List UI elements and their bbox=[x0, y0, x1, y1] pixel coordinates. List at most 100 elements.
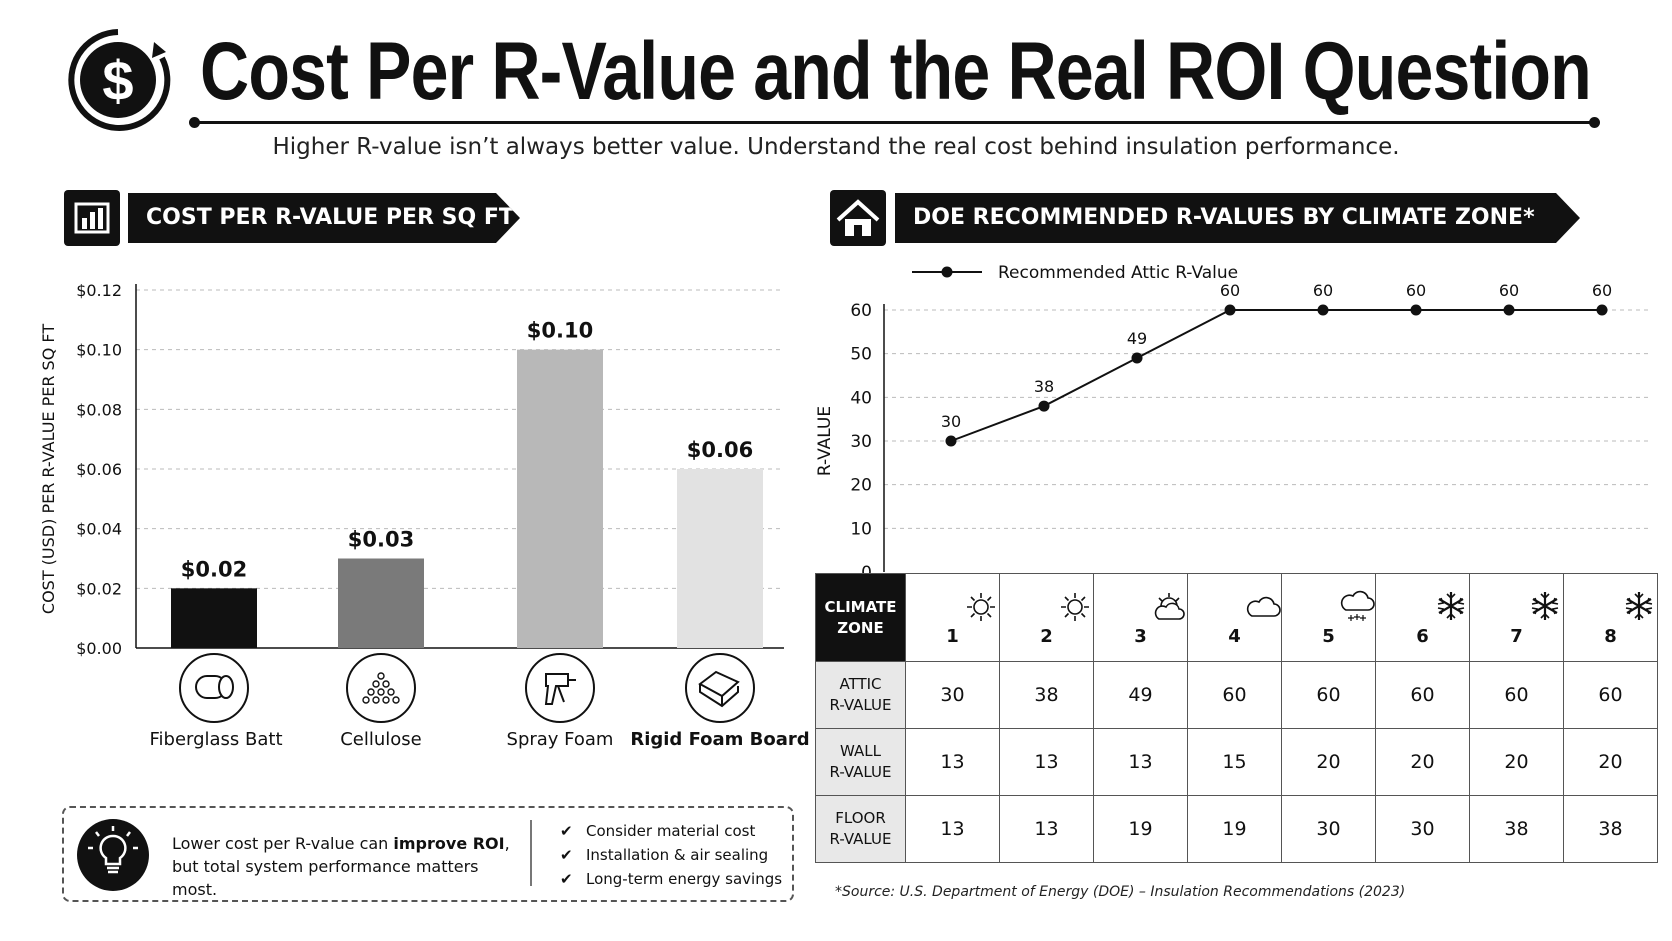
page-title: Cost Per R-Value and the Real ROI Questi… bbox=[200, 26, 1592, 117]
category-label-spray-foam: Spray Foam bbox=[506, 729, 614, 750]
fill-granule bbox=[387, 688, 395, 696]
data-label: 30 bbox=[941, 412, 961, 431]
rule-endpoint-right bbox=[1589, 117, 1600, 128]
table-cell: 60 bbox=[1281, 661, 1376, 729]
table-cell: 49 bbox=[1093, 661, 1188, 729]
table-cell: 15 bbox=[1187, 728, 1282, 796]
y-axis-title: COST (USD) PER R-VALUE PER SQ FT bbox=[39, 324, 58, 614]
checklist-item-label: Installation & air sealing bbox=[586, 846, 769, 864]
data-point bbox=[1224, 304, 1236, 316]
svg-text:$: $ bbox=[102, 49, 133, 112]
data-label: 60 bbox=[1499, 281, 1519, 300]
icon-ring bbox=[179, 653, 249, 723]
category-label-fiberglass: Fiberglass Batt bbox=[149, 729, 283, 750]
sun-icon bbox=[967, 593, 995, 621]
check-icon: ✔ bbox=[560, 846, 573, 864]
checklist-item: ✔ Consider material cost bbox=[560, 819, 782, 843]
partly-cloudy-icon bbox=[1154, 593, 1185, 620]
right-panel-banner: DOE RECOMMENDED R-VALUES BY CLIMATE ZONE… bbox=[895, 193, 1580, 243]
zone-header-1: 1 bbox=[905, 573, 1000, 662]
snow-cloud-icon bbox=[1340, 590, 1375, 621]
checklist-item-label: Consider material cost bbox=[586, 822, 756, 840]
data-point bbox=[1131, 352, 1143, 364]
gun-nozzle bbox=[557, 679, 576, 703]
row-label-line: R-VALUE bbox=[829, 763, 892, 781]
data-point bbox=[945, 435, 957, 447]
zone-number: 4 bbox=[1228, 626, 1241, 647]
category-label-rigid-foam: Rigid Foam Board bbox=[630, 729, 810, 750]
insulation-roll-icon bbox=[179, 653, 249, 723]
cloud-icon bbox=[1246, 596, 1281, 617]
y-tick-label: $0.04 bbox=[76, 520, 122, 539]
row-label-floor: FLOOR R-VALUE bbox=[815, 795, 906, 863]
table-cell: 60 bbox=[1375, 661, 1470, 729]
check-icon: ✔ bbox=[560, 870, 573, 888]
data-point bbox=[1410, 304, 1422, 316]
page-subtitle: Higher R-value isn’t always better value… bbox=[272, 134, 1400, 160]
loose-fill-pile-icon bbox=[346, 653, 416, 723]
snowflake-icon bbox=[1531, 592, 1559, 620]
table-cell: 13 bbox=[999, 795, 1094, 863]
row-label-line: WALL bbox=[840, 742, 881, 760]
note-text-emphasis: improve ROI bbox=[393, 834, 505, 853]
snowflake-icon bbox=[1437, 592, 1465, 620]
table-cell: 20 bbox=[1469, 728, 1564, 796]
note-divider bbox=[530, 820, 532, 886]
bar-value-label: $0.03 bbox=[348, 528, 414, 552]
rule-endpoint-left bbox=[189, 117, 200, 128]
table-cell: 13 bbox=[999, 728, 1094, 796]
table-cell: 19 bbox=[1093, 795, 1188, 863]
spray-gun-icon bbox=[525, 653, 595, 723]
bar-value-label: $0.06 bbox=[687, 438, 753, 462]
bar bbox=[517, 349, 603, 648]
board-top bbox=[698, 670, 740, 698]
title-rule bbox=[194, 121, 1596, 124]
y-tick-label: $0.06 bbox=[76, 460, 122, 479]
corner-line1: CLIMATE bbox=[824, 597, 897, 616]
lightbulb-icon bbox=[77, 819, 149, 891]
y-tick-label: $0.00 bbox=[76, 639, 122, 658]
table-cell: 60 bbox=[1563, 661, 1658, 729]
board-side bbox=[699, 684, 739, 708]
note-text-line2: but total system performance matters mos… bbox=[172, 857, 479, 899]
zone-number: 7 bbox=[1510, 626, 1523, 647]
left-panel-banner: COST PER R-VALUE PER SQ FT bbox=[128, 193, 520, 243]
zone-header-3: 3 bbox=[1093, 573, 1188, 662]
table-cell: 20 bbox=[1563, 728, 1658, 796]
data-label: 60 bbox=[1313, 281, 1333, 300]
icon-ring bbox=[685, 653, 755, 723]
table-cell: 60 bbox=[1187, 661, 1282, 729]
y-tick-label: 10 bbox=[850, 519, 872, 539]
fill-granule bbox=[372, 696, 380, 704]
table-cell: 13 bbox=[905, 795, 1000, 863]
legend-marker bbox=[941, 266, 953, 278]
data-label: 60 bbox=[1220, 281, 1240, 300]
table-cell: 38 bbox=[999, 661, 1094, 729]
table-cell: 13 bbox=[905, 728, 1000, 796]
bar-chart-icon bbox=[64, 190, 120, 246]
zone-header-7: 7 bbox=[1469, 573, 1564, 662]
foam-board-icon bbox=[685, 653, 755, 723]
data-point bbox=[1317, 304, 1329, 316]
sun-icon bbox=[1061, 593, 1089, 621]
row-label-line: FLOOR bbox=[835, 809, 886, 827]
table-cell: 30 bbox=[1375, 795, 1470, 863]
y-tick-label: 30 bbox=[850, 432, 872, 452]
fill-granule bbox=[382, 680, 390, 688]
bar-value-label: $0.02 bbox=[181, 557, 247, 581]
dollar-icon: $ bbox=[68, 29, 171, 131]
legend-label: Recommended Attic R-Value bbox=[998, 263, 1238, 283]
zone-number: 5 bbox=[1322, 626, 1335, 647]
zone-number: 6 bbox=[1416, 626, 1429, 647]
zone-header-4: 4 bbox=[1187, 573, 1282, 662]
table-cell: 30 bbox=[1281, 795, 1376, 863]
data-point bbox=[1038, 400, 1050, 412]
y-tick-label: $0.08 bbox=[76, 400, 122, 419]
icon-ring bbox=[525, 653, 595, 723]
data-label: 60 bbox=[1406, 281, 1426, 300]
corner-line2: ZONE bbox=[837, 618, 884, 637]
checklist-item-label: Long-term energy savings bbox=[586, 870, 783, 888]
category-label-cellulose: Cellulose bbox=[340, 729, 422, 750]
bar bbox=[171, 588, 257, 648]
y-axis-title: R-VALUE bbox=[815, 406, 835, 476]
